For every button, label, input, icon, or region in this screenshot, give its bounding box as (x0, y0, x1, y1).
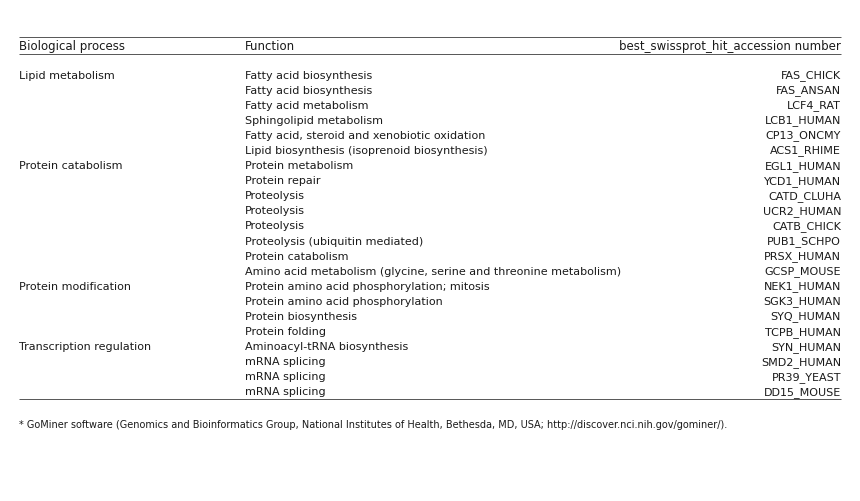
Text: TCPB_HUMAN: TCPB_HUMAN (765, 326, 841, 337)
Text: Fatty acid biosynthesis: Fatty acid biosynthesis (245, 86, 372, 96)
Text: LCB1_HUMAN: LCB1_HUMAN (765, 115, 841, 126)
Text: Function: Function (245, 40, 295, 53)
Text: PUB1_SCHPO: PUB1_SCHPO (767, 235, 841, 246)
Text: PRSX_HUMAN: PRSX_HUMAN (764, 250, 841, 262)
Text: DD15_MOUSE: DD15_MOUSE (764, 386, 841, 397)
Text: LCF4_RAT: LCF4_RAT (787, 100, 841, 111)
Text: NEK1_HUMAN: NEK1_HUMAN (764, 281, 841, 292)
Text: PR39_YEAST: PR39_YEAST (771, 371, 841, 382)
Text: Fatty acid metabolism: Fatty acid metabolism (245, 101, 369, 111)
Text: Proteolysis: Proteolysis (245, 221, 305, 231)
Text: Protein catabolism: Protein catabolism (245, 251, 348, 261)
Text: Protein catabolism: Protein catabolism (19, 161, 122, 171)
Text: mRNA splicing: mRNA splicing (245, 387, 326, 397)
Text: Protein biosynthesis: Protein biosynthesis (245, 312, 357, 321)
Text: Protein amino acid phosphorylation: Protein amino acid phosphorylation (245, 296, 443, 306)
Text: Protein repair: Protein repair (245, 176, 321, 186)
Text: Protein metabolism: Protein metabolism (245, 161, 353, 171)
Text: ACS1_RHIME: ACS1_RHIME (771, 145, 841, 156)
Text: FAS_ANSAN: FAS_ANSAN (776, 85, 841, 96)
Text: mRNA splicing: mRNA splicing (245, 357, 326, 367)
Text: Fatty acid, steroid and xenobiotic oxidation: Fatty acid, steroid and xenobiotic oxida… (245, 131, 486, 141)
Text: Lipid metabolism: Lipid metabolism (19, 71, 114, 80)
Text: SYN_HUMAN: SYN_HUMAN (771, 341, 841, 352)
Text: Proteolysis: Proteolysis (245, 206, 305, 216)
Text: Biological process: Biological process (19, 40, 125, 53)
Text: FAS_CHICK: FAS_CHICK (781, 70, 841, 81)
Text: YCD1_HUMAN: YCD1_HUMAN (764, 175, 841, 186)
Text: GCSP_MOUSE: GCSP_MOUSE (765, 266, 841, 277)
Text: Protein modification: Protein modification (19, 281, 131, 291)
Text: Protein folding: Protein folding (245, 327, 326, 336)
Text: SYQ_HUMAN: SYQ_HUMAN (771, 311, 841, 322)
Text: UCR2_HUMAN: UCR2_HUMAN (763, 205, 841, 216)
Text: * GoMiner software (Genomics and Bioinformatics Group, National Institutes of He: * GoMiner software (Genomics and Bioinfo… (19, 419, 728, 429)
Text: Proteolysis (ubiquitin mediated): Proteolysis (ubiquitin mediated) (245, 236, 423, 246)
Text: SMD2_HUMAN: SMD2_HUMAN (761, 356, 841, 367)
Text: Proteolysis: Proteolysis (245, 191, 305, 201)
Text: SGK3_HUMAN: SGK3_HUMAN (764, 296, 841, 307)
Text: mRNA splicing: mRNA splicing (245, 372, 326, 382)
Text: EGL1_HUMAN: EGL1_HUMAN (765, 160, 841, 171)
Text: Lipid biosynthesis (isoprenoid biosynthesis): Lipid biosynthesis (isoprenoid biosynthe… (245, 146, 488, 156)
Text: Transcription regulation: Transcription regulation (19, 342, 151, 352)
Text: CATD_CLUHA: CATD_CLUHA (768, 190, 841, 201)
Text: Amino acid metabolism (glycine, serine and threonine metabolism): Amino acid metabolism (glycine, serine a… (245, 266, 621, 276)
Text: Aminoacyl-tRNA biosynthesis: Aminoacyl-tRNA biosynthesis (245, 342, 408, 352)
Text: Sphingolipid metabolism: Sphingolipid metabolism (245, 116, 383, 126)
Text: CATB_CHICK: CATB_CHICK (772, 220, 841, 231)
Text: Fatty acid biosynthesis: Fatty acid biosynthesis (245, 71, 372, 80)
Text: best_swissprot_hit_accession number: best_swissprot_hit_accession number (619, 40, 841, 53)
Text: Protein amino acid phosphorylation; mitosis: Protein amino acid phosphorylation; mito… (245, 281, 489, 291)
Text: CP13_ONCMY: CP13_ONCMY (765, 130, 841, 141)
